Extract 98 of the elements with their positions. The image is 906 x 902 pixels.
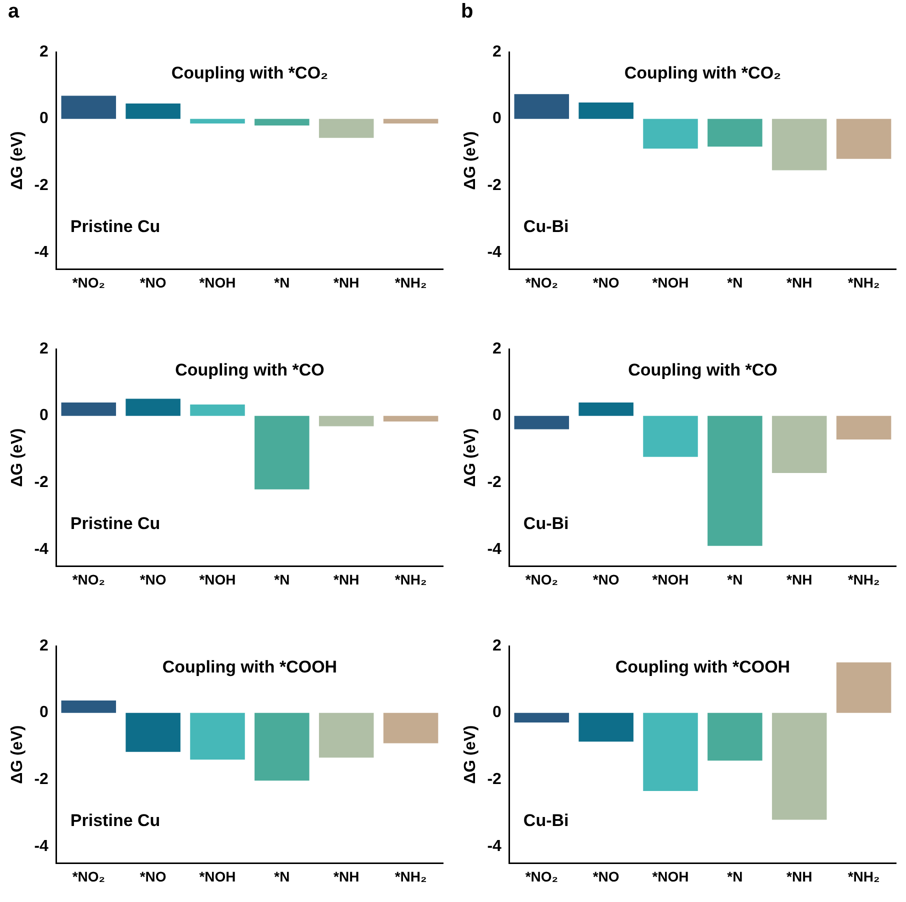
x-tick-label: *NH₂: [394, 274, 427, 290]
x-tick-label: *NOH: [199, 868, 236, 884]
y-tick-label: 0: [40, 407, 49, 424]
bar: [254, 416, 310, 490]
text: a: [8, 0, 20, 23]
x-tick-label: *NH₂: [848, 868, 880, 884]
x-tick-label: *NH₂: [848, 274, 880, 290]
y-axis-title: ΔG (eV): [462, 428, 480, 487]
x-tick-label: *NO: [140, 274, 166, 290]
x-tick-label: *NO₂: [525, 274, 558, 290]
x-tick-label: *N: [274, 571, 290, 588]
x-tick-label: *NOH: [652, 868, 689, 884]
y-tick-label: -2: [487, 177, 502, 194]
x-tick-label: *NOH: [652, 571, 689, 588]
y-tick-label: -4: [34, 244, 49, 261]
x-tick-label: *N: [727, 868, 743, 884]
x-tick-label: *NO: [592, 868, 620, 884]
text: Coupling with *CO: [628, 360, 778, 380]
x-tick-label: *NH: [334, 868, 360, 884]
y-tick-label: 0: [40, 704, 49, 722]
text: Coupling with *COOH: [615, 658, 790, 677]
y-tick-label: -2: [487, 474, 502, 492]
y-tick-label: -4: [34, 838, 49, 855]
x-tick-label: *NO₂: [72, 274, 105, 290]
y-tick-label: 2: [492, 637, 502, 654]
x-tick-label: *NO₂: [525, 868, 558, 884]
text: Coupling with *CO₂: [171, 64, 328, 83]
annotation: Pristine Cu: [70, 810, 160, 830]
y-tick-label: 2: [40, 637, 49, 654]
y-tick-label: 0: [40, 110, 49, 128]
bar: [318, 416, 374, 426]
text: Coupling with *CO: [175, 360, 324, 380]
annotation: Pristine Cu: [70, 514, 160, 533]
bar: [708, 118, 762, 147]
y-tick-label: -4: [487, 540, 502, 558]
annotation: Pristine Cu: [70, 216, 160, 236]
bar: [254, 118, 310, 126]
y-tick-label: 2: [40, 43, 49, 60]
x-tick-label: *N: [727, 571, 743, 588]
x-tick-label: *N: [274, 868, 290, 884]
y-tick-label: -4: [34, 540, 49, 558]
y-axis-title: ΔG (eV): [9, 428, 26, 487]
x-tick-label: *NO: [140, 571, 166, 588]
y-tick-label: 2: [492, 43, 502, 60]
bar: [772, 118, 827, 170]
x-tick-label: *NOH: [199, 274, 236, 290]
bar: [383, 118, 438, 124]
y-axis-title: ΔG (eV): [9, 131, 26, 190]
annotation: Cu-Bi: [523, 514, 569, 533]
text: Coupling with *CO₂: [624, 64, 782, 83]
y-axis-title: ΔG (eV): [462, 131, 480, 190]
y-axis-title: ΔG (eV): [462, 725, 480, 784]
y-tick-label: 2: [40, 340, 49, 358]
bar: [836, 118, 892, 159]
y-tick-label: -2: [34, 474, 49, 492]
x-tick-label: *NH₂: [394, 571, 427, 588]
text: Coupling with *COOH: [162, 658, 338, 677]
x-tick-label: *N: [274, 274, 290, 290]
bar: [126, 398, 180, 416]
x-tick-label: *NH: [334, 274, 360, 290]
y-tick-label: -2: [34, 177, 49, 194]
x-tick-label: *NH: [786, 274, 812, 290]
text: b: [461, 0, 474, 23]
x-tick-label: *NO₂: [72, 868, 105, 884]
x-tick-label: *NO: [140, 868, 166, 884]
bar: [190, 404, 245, 416]
x-tick-label: *NOH: [652, 274, 689, 290]
x-tick-label: *NH₂: [848, 571, 880, 588]
x-tick-label: *NH: [786, 868, 812, 884]
y-tick-label: -4: [487, 838, 502, 855]
bar: [383, 416, 438, 422]
y-tick-label: 0: [492, 704, 502, 722]
bar: [643, 118, 698, 149]
x-tick-label: *NH: [786, 571, 812, 588]
y-tick-label: 0: [492, 110, 502, 128]
bar: [61, 96, 116, 119]
y-axis-title: ΔG (eV): [9, 725, 26, 784]
y-tick-label: 0: [492, 407, 502, 424]
x-tick-label: *NO: [592, 571, 620, 588]
annotation: Cu-Bi: [523, 810, 569, 830]
bar: [190, 118, 245, 124]
bar: [126, 103, 180, 119]
x-tick-label: *NH: [334, 571, 360, 588]
y-tick-label: -4: [487, 244, 502, 261]
y-tick-label: -2: [487, 771, 502, 788]
bar: [514, 94, 570, 119]
y-tick-label: -2: [34, 771, 49, 788]
annotation: Cu-Bi: [523, 216, 569, 236]
x-tick-label: *N: [727, 274, 743, 290]
x-tick-label: *NO: [592, 274, 620, 290]
bar: [61, 402, 116, 416]
bar: [578, 102, 634, 119]
x-tick-label: *NH₂: [394, 868, 427, 884]
x-tick-label: *NO₂: [72, 571, 105, 588]
x-tick-label: *NO₂: [525, 571, 558, 588]
bar: [318, 118, 374, 138]
y-tick-label: 2: [492, 340, 502, 358]
x-tick-label: *NOH: [199, 571, 236, 588]
